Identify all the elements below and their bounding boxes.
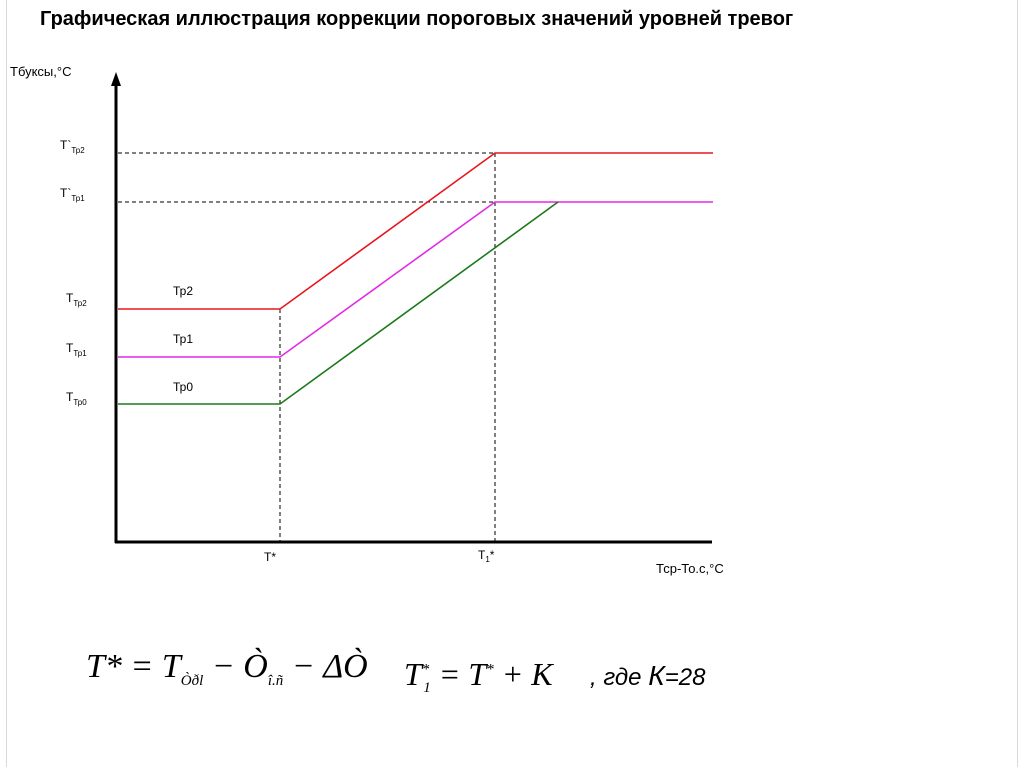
series-line-tp0 <box>118 201 559 405</box>
y-tick-label-tp1-prime: T`Тр1 <box>60 186 85 203</box>
series-line-tp1 <box>118 201 713 358</box>
y-tick-label-tp2-prime: T`Тр2 <box>60 138 85 155</box>
y-tick-label-tp1: TТр1 <box>66 341 87 358</box>
formula-t1-star: T*1 = T* + K <box>404 656 553 697</box>
y-tick-label-tp2: TТр2 <box>66 291 87 308</box>
page-title: Графическая иллюстрация коррекции порого… <box>40 8 794 30</box>
y-tick-label-tp0: TТр0 <box>66 390 87 407</box>
y-axis-arrow <box>111 72 121 86</box>
series-label-tp0: Тр0 <box>173 380 193 394</box>
y-axis-title: Тбуксы,°С <box>10 64 71 79</box>
series-label-tp1: Тр1 <box>173 332 193 346</box>
series-label-tp2: Тр2 <box>173 284 193 298</box>
slide-border-left <box>6 0 7 767</box>
slide-border-right <box>1017 0 1018 767</box>
formula-k-value: , где К=28 <box>590 660 706 691</box>
x-axis-title: Тср-То.с,°С <box>656 561 724 576</box>
x-tick-label-t-star: T* <box>264 550 276 564</box>
x-tick-label-t1-star: T1* <box>478 548 495 564</box>
series-line-tp2 <box>118 152 713 310</box>
formula-t-star: T* = TÒðl − Òî.ñ − ΔÒ <box>86 648 368 689</box>
